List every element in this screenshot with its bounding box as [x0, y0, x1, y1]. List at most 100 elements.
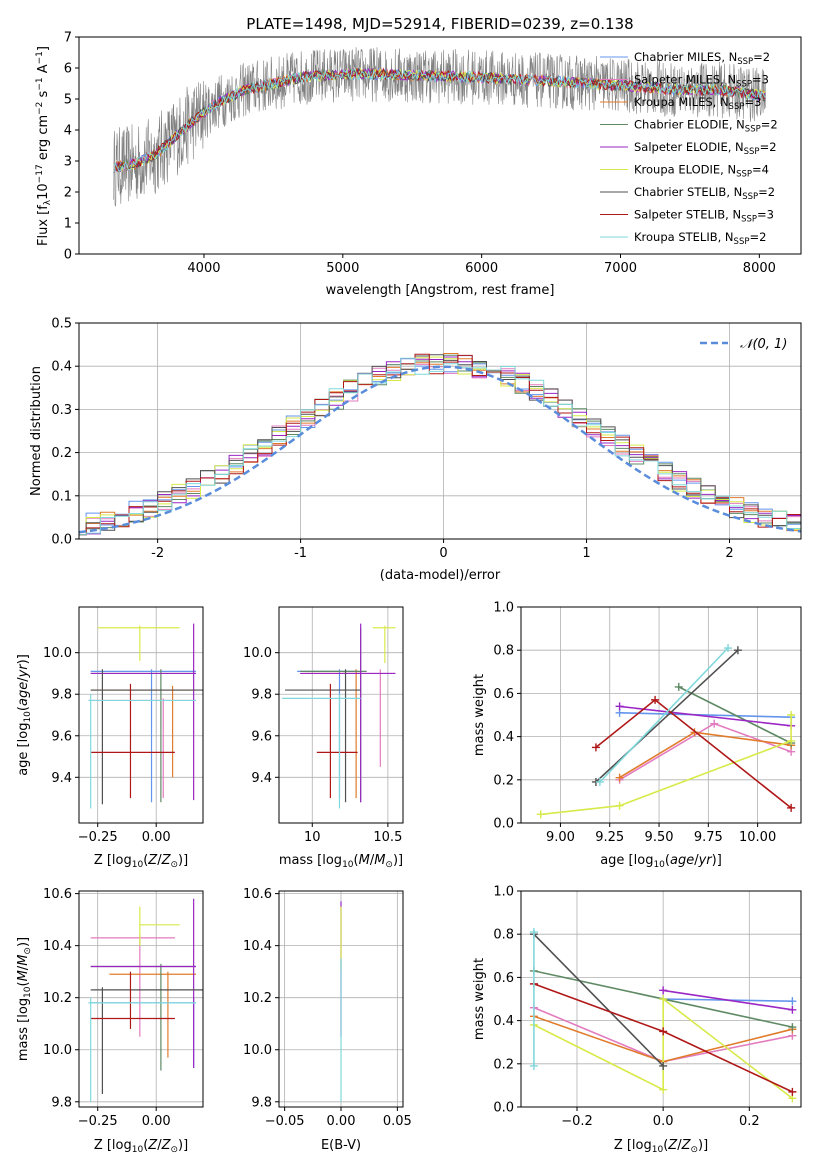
x-tick-label: −0.25 — [78, 1114, 118, 1129]
age-vs-metallicity-panel: −0.25 0.00 9.4 9.6 9.8 10.0 Z [log10(Z/Z⊙)] a… — [16, 606, 204, 870]
weight-z-frame — [520, 890, 802, 1108]
weight-marker-ss — [651, 695, 660, 704]
x-tick-label: 9.25 — [595, 830, 624, 845]
legend-label: Chabrier MILES, NSSP=2 — [634, 50, 770, 67]
x-tick-label: 2 — [725, 546, 733, 561]
age-mass-xlabel: mass [log10(M/M⊙)] — [279, 853, 403, 870]
spectrum-xlabel: wavelength [Angstrom, rest frame] — [326, 283, 555, 298]
y-tick-label: 9.8 — [51, 688, 72, 703]
y-tick-label: 0.2 — [51, 446, 72, 461]
age-z-frame — [78, 606, 204, 824]
y-tick-label: 1.0 — [493, 601, 514, 616]
weight-line-ke — [533, 997, 793, 1100]
x-tick-label: 0.2 — [739, 1114, 760, 1129]
y-tick-label: 0.0 — [493, 1101, 514, 1116]
y-tick-label: 0.2 — [493, 1057, 514, 1072]
y-tick-label: 10.0 — [243, 646, 272, 661]
weight-line-ce — [678, 686, 792, 744]
weight-vs-age-panel: 9.00 9.25 9.50 9.75 10.000.00.20.40.60.81.0 … — [472, 601, 802, 870]
y-tick-label: 9.8 — [251, 1095, 272, 1110]
weight-marker-km — [690, 728, 699, 737]
normal-curve — [78, 365, 802, 534]
weight-marker-ce — [788, 1023, 797, 1032]
weight-age-frame — [520, 606, 802, 824]
x-tick-label: 0.05 — [383, 1114, 412, 1129]
mass-ebv-frame — [278, 890, 404, 1108]
y-tick-label: 0.0 — [493, 817, 514, 832]
weight-age-xlabel: age [log10(age/yr)] — [600, 853, 722, 870]
weight-marker-sm — [710, 719, 719, 728]
histogram-se — [79, 356, 802, 536]
y-tick-label: 2 — [64, 186, 72, 201]
mass-ebv-xlabel: E(B-V) — [321, 1138, 361, 1153]
model-spectrum-ks — [113, 68, 766, 173]
x-tick-label: 0 — [439, 546, 447, 561]
weight-vs-metallicity-panel: −0.2 0.0 0.2 0.0 0.2 0.4 0.6 0.8 1.0 Z [log10(Z/… — [472, 885, 802, 1155]
y-tick-label: 9.4 — [251, 771, 272, 786]
weight-line-se — [619, 705, 792, 727]
histogram-frame — [78, 322, 802, 540]
weight-line-cm — [619, 712, 792, 718]
y-tick-label: 0.6 — [493, 687, 514, 702]
legend-value: =2 — [760, 140, 777, 154]
histogram-ce — [79, 354, 802, 536]
x-tick-label: -2 — [151, 546, 164, 561]
weight-marker-ks — [529, 1061, 538, 1070]
legend-label: Salpeter STELIB, NSSP=3 — [634, 208, 774, 225]
y-tick-label: 0.4 — [493, 730, 514, 745]
y-tick-label: 0.8 — [493, 928, 514, 943]
weight-line-cs — [595, 649, 739, 783]
x-tick-label: 9.50 — [645, 830, 674, 845]
y-tick-label: 10.2 — [43, 991, 72, 1006]
legend-value: =3 — [752, 73, 769, 87]
residual-histogram-panel: -2 -1 0 1 2 0.0 0.1 0.2 0.3 0.4 0.5 (data-model)/e… — [29, 317, 802, 583]
x-tick-label: −0.05 — [265, 1114, 305, 1129]
y-tick-label: 1 — [64, 217, 72, 232]
spectrum-ylabel: Flux [fλ10−17 erg cm−2 s−1 A−1] — [35, 46, 53, 246]
legend-value: =2 — [749, 230, 766, 244]
mass-z-ylabel: mass [log10(M/M⊙)] — [16, 937, 33, 1061]
legend-value: =2 — [758, 185, 775, 199]
y-tick-label: 0.1 — [51, 489, 72, 504]
weight-marker-cs — [659, 1061, 668, 1070]
weight-z-ylabel: mass weight — [472, 958, 487, 1040]
legend-value: =4 — [752, 163, 769, 177]
x-tick-label: 9.00 — [546, 830, 575, 845]
x-tick-label: 0.0 — [653, 1114, 674, 1129]
legend-subscript: SSP — [736, 80, 752, 90]
y-tick-label: 9.6 — [251, 729, 272, 744]
legend-subscript: SSP — [745, 125, 761, 135]
x-tick-label: 7000 — [604, 261, 637, 276]
x-tick-label: 0.00 — [142, 1114, 171, 1129]
weight-line-ks — [599, 647, 729, 783]
x-tick-label: 9.75 — [694, 830, 723, 845]
model-spectrum-cs — [113, 67, 766, 173]
mass-vs-metallicity-panel: −0.25 0.00 9.8 10.0 10.2 10.4 10.6 Z [log10(Z/… — [16, 887, 204, 1155]
y-tick-label: 0.6 — [493, 971, 514, 986]
weight-line-sm — [619, 722, 792, 781]
histogram-km — [79, 353, 802, 536]
histogram-sm — [79, 363, 802, 536]
weight-marker-ks — [724, 644, 733, 653]
y-tick-label: 9.8 — [51, 1095, 72, 1110]
weight-marker-se — [788, 1005, 797, 1014]
x-tick-label: 10.00 — [739, 830, 776, 845]
weight-marker-se — [659, 986, 668, 995]
y-tick-label: 10.6 — [43, 887, 72, 902]
age-vs-mass-panel: 10 10.5 9.4 9.6 9.8 10.0 mass [log10(M/M⊙)] — [243, 606, 404, 870]
normal-legend-label: 𝒩(0, 1) — [740, 337, 787, 352]
legend-subscript: SSP — [744, 147, 760, 157]
histogram-ke — [79, 356, 802, 536]
y-tick-label: 10.0 — [43, 1043, 72, 1058]
weight-marker-ke — [787, 711, 796, 719]
legend-value: =2 — [761, 118, 778, 132]
age-z-ylabel: age [log10(age/yr)] — [16, 654, 33, 776]
spectrum-title: PLATE=1498, MJD=52914, FIBERID=0239, z=0… — [246, 15, 633, 33]
histogram-cm — [79, 355, 802, 536]
x-tick-label: −0.2 — [561, 1114, 593, 1129]
histogram-cs — [79, 354, 802, 536]
y-tick-label: 10.6 — [243, 887, 272, 902]
y-tick-label: 9.6 — [51, 729, 72, 744]
y-tick-label: 9.4 — [51, 771, 72, 786]
